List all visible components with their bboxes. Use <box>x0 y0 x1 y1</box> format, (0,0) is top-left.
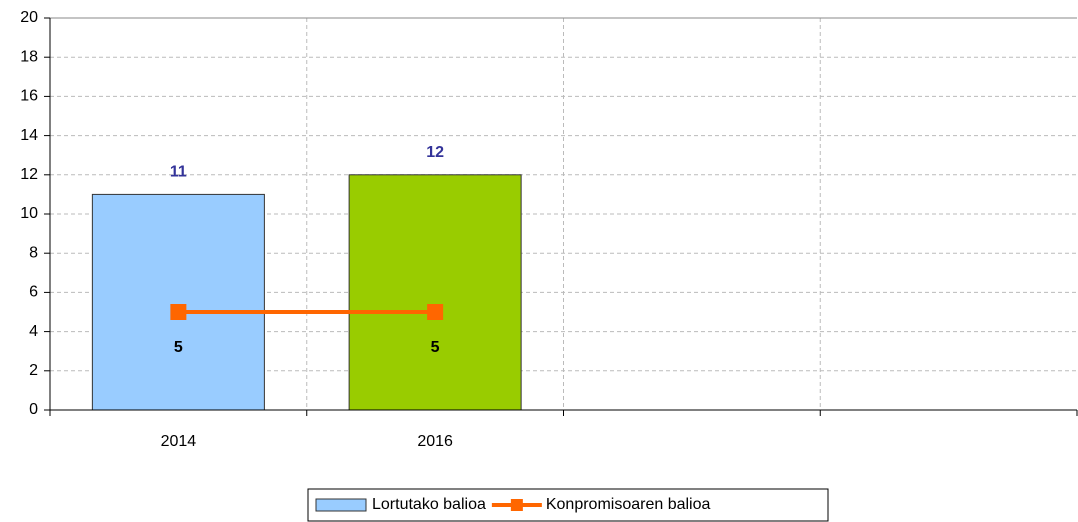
legend-box <box>307 488 829 522</box>
legend-marker <box>510 499 523 511</box>
y-tick-label: 6 <box>29 284 38 301</box>
y-tick-label: 10 <box>20 205 38 222</box>
bar <box>91 193 265 411</box>
y-tick-label: 18 <box>20 48 38 65</box>
x-tick-label: 2014 <box>161 433 197 450</box>
y-tick-label: 0 <box>29 401 38 418</box>
y-tick-label: 14 <box>20 127 38 144</box>
legend-swatch <box>315 498 367 512</box>
y-tick-label: 16 <box>20 88 38 105</box>
legend-label: Konpromisoaren balioa <box>546 496 711 513</box>
line-marker <box>427 304 444 320</box>
y-tick-label: 20 <box>20 9 38 26</box>
line-value-label: 5 <box>431 339 440 356</box>
legend-label: Lortutako balioa <box>372 496 486 513</box>
bar <box>348 174 522 411</box>
y-tick-label: 12 <box>20 166 38 183</box>
line-marker <box>170 304 187 320</box>
bar-value-label: 12 <box>426 144 444 161</box>
x-tick-label: 2016 <box>417 433 453 450</box>
bar-value-label: 11 <box>170 164 187 181</box>
line-value-label: 5 <box>174 339 183 356</box>
y-tick-label: 2 <box>29 362 38 379</box>
y-tick-label: 4 <box>29 323 38 340</box>
y-tick-label: 8 <box>29 244 38 261</box>
